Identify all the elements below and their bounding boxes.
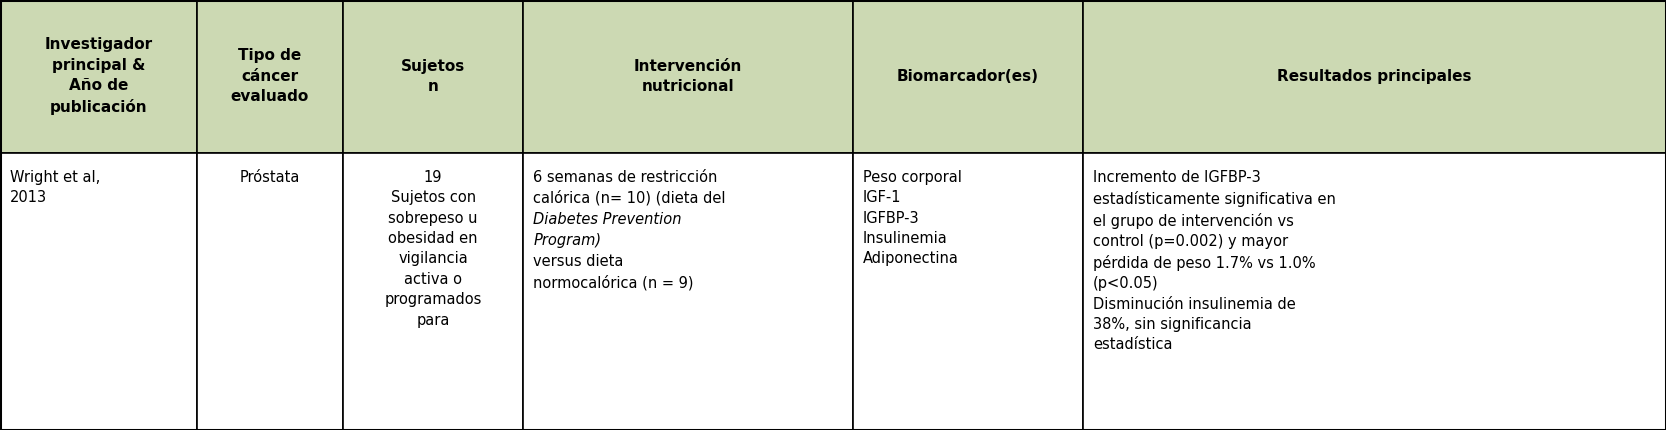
- Text: 19
Sujetos con
sobrepeso u
obesidad en
vigilancia
activa o
programados
para: 19 Sujetos con sobrepeso u obesidad en v…: [385, 170, 481, 328]
- Bar: [1083, 153, 1666, 430]
- Bar: [0, 153, 197, 430]
- Text: Resultados principales: Resultados principales: [1278, 69, 1471, 84]
- Text: 6 semanas de restricción
calórica (n= 10) (dieta del: 6 semanas de restricción calórica (n= 10…: [533, 170, 726, 206]
- Bar: [0, 0, 197, 153]
- Text: versus dieta
normocalórica (n = 9): versus dieta normocalórica (n = 9): [533, 255, 693, 291]
- Text: Tipo de
cáncer
evaluado: Tipo de cáncer evaluado: [232, 49, 308, 104]
- Bar: [523, 153, 853, 430]
- Text: Sujetos
n: Sujetos n: [402, 58, 465, 94]
- Text: Incremento de IGFBP-3
estadísticamente significativa en
el grupo de intervención: Incremento de IGFBP-3 estadísticamente s…: [1093, 170, 1336, 353]
- Bar: [853, 153, 1083, 430]
- Bar: [197, 0, 343, 153]
- Bar: [523, 0, 853, 153]
- Text: Investigador
principal &
Año de
publicación: Investigador principal & Año de publicac…: [45, 37, 152, 115]
- Text: Peso corporal
IGF-1
IGFBP-3
Insulinemia
Adiponectina: Peso corporal IGF-1 IGFBP-3 Insulinemia …: [863, 170, 961, 267]
- Text: Próstata: Próstata: [240, 170, 300, 185]
- Text: Wright et al,
2013: Wright et al, 2013: [10, 170, 100, 205]
- Bar: [1083, 0, 1666, 153]
- Bar: [343, 153, 523, 430]
- Bar: [197, 153, 343, 430]
- Text: Biomarcador(es): Biomarcador(es): [896, 69, 1040, 84]
- Bar: [343, 0, 523, 153]
- Bar: [853, 0, 1083, 153]
- Text: Diabetes Prevention
Program): Diabetes Prevention Program): [533, 212, 681, 248]
- Text: Intervención
nutricional: Intervención nutricional: [633, 58, 743, 94]
